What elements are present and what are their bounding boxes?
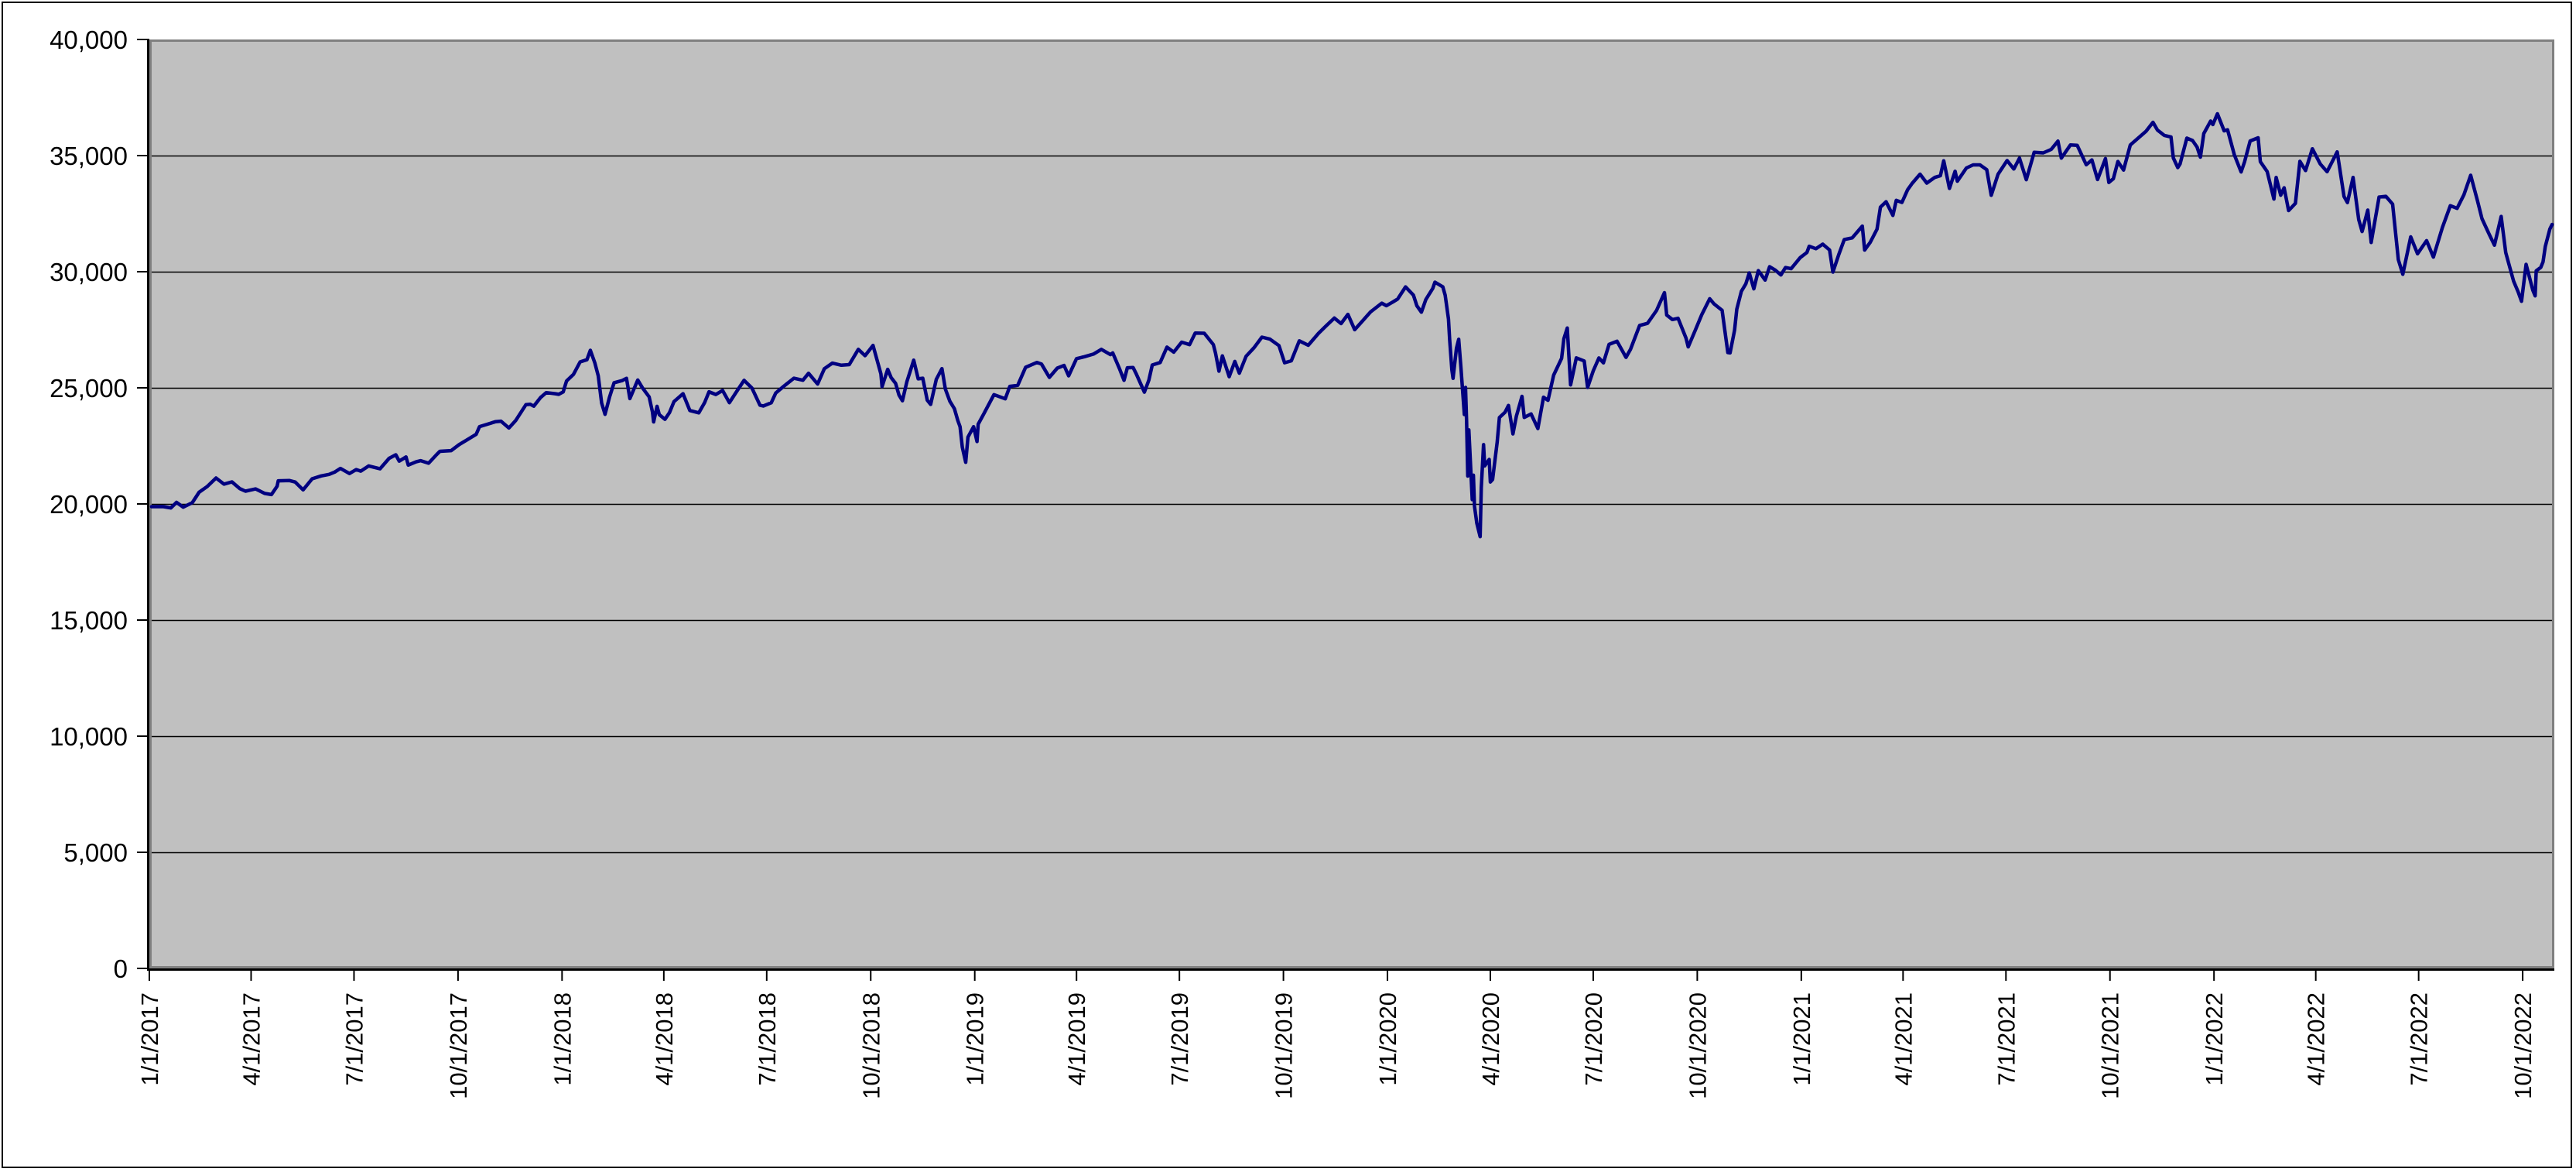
y-tick-label: 5,000	[63, 838, 128, 867]
x-tick-label: 1/1/2018	[549, 992, 576, 1086]
x-tick-label: 7/1/2020	[1580, 992, 1607, 1086]
x-tick-label: 1/1/2019	[962, 992, 989, 1086]
y-tick-label: 40,000	[50, 26, 128, 54]
x-tick-label: 4/1/2022	[2303, 992, 2330, 1086]
y-tick-label: 30,000	[50, 258, 128, 286]
x-tick-label: 4/1/2018	[651, 992, 678, 1086]
x-tick-label: 10/1/2018	[857, 992, 884, 1099]
x-tick-label: 7/1/2022	[2406, 992, 2433, 1086]
x-tick-label: 10/1/2021	[2097, 992, 2124, 1099]
x-tick-label: 4/1/2020	[1477, 992, 1504, 1086]
plot-border	[149, 39, 2554, 968]
price-line	[149, 111, 2554, 539]
x-tick-label: 4/1/2017	[238, 992, 265, 1086]
x-tick-label: 10/1/2020	[1684, 992, 1711, 1099]
x-tick-label: 7/1/2019	[1166, 992, 1193, 1086]
x-tick-label: 1/1/2021	[1788, 992, 1815, 1086]
x-tick-label: 1/1/2017	[136, 992, 163, 1086]
x-tick-label: 1/1/2020	[1374, 992, 1401, 1086]
y-tick-label: 15,000	[50, 606, 128, 635]
y-tick-label: 25,000	[50, 374, 128, 403]
y-tick-label: 35,000	[50, 142, 128, 170]
x-tick-label: 7/1/2017	[340, 992, 368, 1086]
x-tick-label: 4/1/2019	[1063, 992, 1090, 1086]
x-tick-label: 10/1/2022	[2509, 992, 2537, 1099]
x-tick-label: 4/1/2021	[1890, 992, 1917, 1086]
x-tick-label: 7/1/2021	[1993, 992, 2020, 1086]
y-tick-label: 10,000	[50, 722, 128, 751]
x-tick-label: 1/1/2022	[2201, 992, 2228, 1086]
y-tick-label: 0	[114, 954, 128, 983]
y-tick-label: 20,000	[50, 490, 128, 519]
x-tick-label: 7/1/2018	[754, 992, 781, 1086]
x-tick-label: 10/1/2019	[1271, 992, 1298, 1099]
x-tick-label: 10/1/2017	[445, 992, 472, 1099]
